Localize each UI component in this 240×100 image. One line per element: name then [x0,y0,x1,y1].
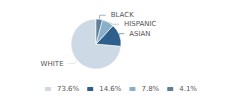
svg-text:4.1%: 4.1% [179,85,197,93]
svg-text:ASIAN: ASIAN [129,30,150,38]
svg-text:73.6%: 73.6% [57,85,80,93]
svg-text:WHITE: WHITE [41,60,64,68]
svg-text:7.8%: 7.8% [141,85,159,93]
svg-text:HISPANIC: HISPANIC [124,20,157,28]
svg-text:BLACK: BLACK [111,11,134,19]
svg-text:14.6%: 14.6% [99,85,122,93]
